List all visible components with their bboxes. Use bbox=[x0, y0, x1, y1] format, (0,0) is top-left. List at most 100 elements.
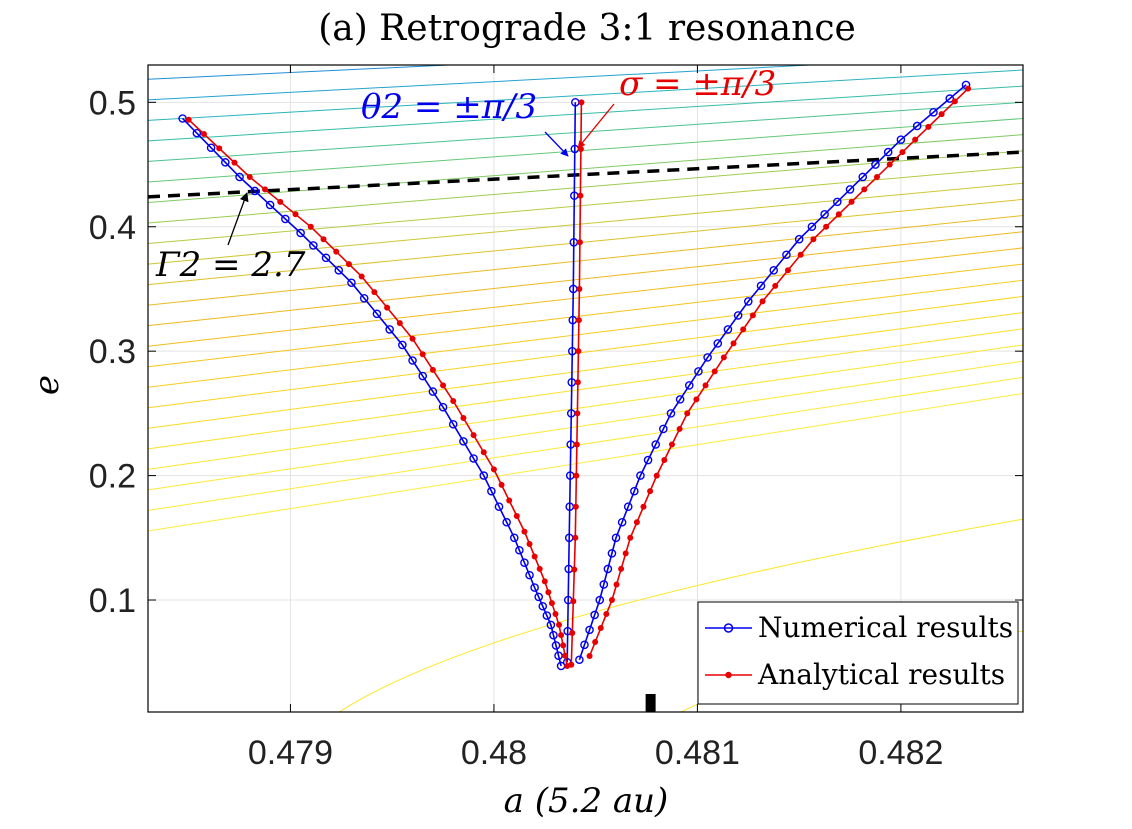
data-point bbox=[630, 486, 639, 496]
data-point bbox=[723, 325, 733, 334]
data-point bbox=[277, 198, 284, 205]
data-point bbox=[713, 339, 723, 348]
data-point bbox=[925, 123, 932, 130]
data-point bbox=[538, 601, 548, 611]
data-point bbox=[506, 497, 513, 504]
data-point bbox=[647, 488, 654, 495]
data-point bbox=[398, 340, 407, 350]
data-point bbox=[769, 265, 779, 275]
data-point bbox=[653, 472, 660, 479]
contour-line bbox=[148, 215, 1023, 306]
data-point bbox=[569, 629, 576, 636]
data-point bbox=[661, 457, 668, 464]
data-point bbox=[572, 534, 579, 541]
data-point bbox=[945, 94, 955, 103]
data-point bbox=[200, 131, 207, 138]
data-point bbox=[684, 381, 694, 390]
data-point bbox=[586, 653, 593, 660]
data-point bbox=[548, 600, 555, 607]
data-point bbox=[720, 354, 727, 361]
data-point bbox=[651, 440, 661, 449]
contour-line bbox=[148, 392, 1023, 532]
data-point bbox=[608, 597, 615, 604]
series-line bbox=[578, 84, 967, 660]
data-point bbox=[384, 304, 391, 311]
data-point bbox=[558, 632, 565, 639]
data-point bbox=[603, 611, 610, 618]
data-point bbox=[576, 285, 583, 292]
legend-numerical-label: Numerical results bbox=[758, 611, 1013, 644]
data-point bbox=[494, 502, 504, 512]
data-point bbox=[730, 340, 737, 347]
data-point bbox=[676, 425, 683, 432]
data-point bbox=[206, 143, 216, 153]
data-point bbox=[551, 641, 561, 650]
data-point bbox=[250, 186, 260, 196]
x-tick-label: 0.482 bbox=[858, 734, 943, 772]
data-point bbox=[235, 172, 244, 182]
data-point bbox=[627, 534, 634, 541]
data-point bbox=[702, 382, 709, 389]
y-tick-label: 0.3 bbox=[89, 333, 136, 371]
data-point bbox=[333, 248, 340, 255]
data-point bbox=[636, 471, 645, 480]
contour-line bbox=[148, 118, 1023, 183]
data-point bbox=[807, 222, 817, 232]
data-point bbox=[749, 312, 756, 319]
data-point bbox=[861, 186, 868, 193]
data-point bbox=[576, 239, 583, 246]
data-point bbox=[358, 273, 365, 280]
data-point bbox=[965, 85, 972, 92]
data-point bbox=[590, 610, 599, 620]
data-point bbox=[321, 253, 331, 263]
data-point bbox=[611, 533, 621, 543]
data-point bbox=[526, 541, 533, 548]
data-point bbox=[265, 200, 275, 210]
data-point bbox=[307, 223, 314, 230]
theta-annotation: θ2 = ±π/3 bbox=[361, 87, 537, 127]
axis-ticks: 0.479 0.48 0.481 0.482 0.1 0.2 0.3 0.4 0.5 bbox=[89, 65, 1023, 772]
data-point bbox=[334, 265, 344, 275]
data-point bbox=[574, 410, 581, 417]
legend: Numerical results Analytical results bbox=[697, 601, 1019, 705]
data-point bbox=[668, 441, 675, 448]
data-point bbox=[858, 172, 868, 182]
data-point bbox=[694, 367, 703, 376]
data-point bbox=[570, 598, 577, 605]
y-tick-label: 0.5 bbox=[89, 84, 136, 122]
data-point bbox=[848, 198, 855, 205]
data-point bbox=[502, 517, 511, 527]
data-point bbox=[531, 553, 538, 560]
data-point bbox=[759, 298, 766, 305]
data-point bbox=[541, 578, 548, 585]
series-numerical bbox=[178, 80, 971, 671]
data-point bbox=[419, 351, 426, 358]
data-point bbox=[622, 550, 629, 557]
data-point bbox=[592, 639, 599, 646]
data-point bbox=[873, 173, 880, 180]
data-point bbox=[577, 192, 584, 199]
data-point bbox=[520, 558, 529, 567]
contour-line bbox=[148, 182, 1023, 265]
y-tick-label: 0.4 bbox=[89, 209, 136, 247]
data-point bbox=[693, 396, 700, 403]
y-tick-label: 0.2 bbox=[89, 458, 136, 496]
data-point bbox=[409, 335, 416, 342]
data-point bbox=[845, 185, 855, 194]
data-point bbox=[666, 409, 676, 418]
contour-line bbox=[148, 134, 1023, 203]
data-point bbox=[469, 454, 478, 463]
contour-line bbox=[148, 376, 1023, 511]
data-point bbox=[231, 159, 238, 166]
data-point bbox=[573, 441, 580, 448]
x-tick-label: 0.481 bbox=[655, 734, 740, 772]
data-point bbox=[513, 513, 520, 520]
series-analytical bbox=[185, 85, 972, 669]
data-point bbox=[711, 368, 718, 375]
data-point bbox=[479, 471, 489, 480]
data-point bbox=[573, 472, 580, 479]
sigma-annotation-arrow bbox=[577, 103, 615, 149]
data-point bbox=[568, 661, 575, 668]
data-point bbox=[899, 149, 906, 156]
data-point bbox=[571, 566, 578, 573]
